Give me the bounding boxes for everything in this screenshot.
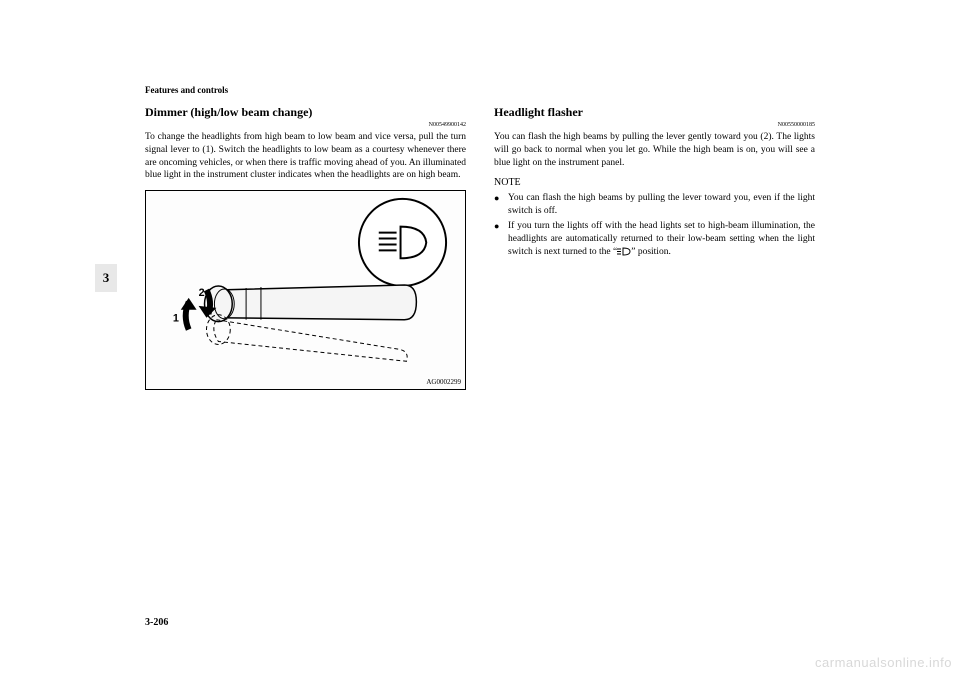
beam-indicator-circle bbox=[359, 199, 446, 286]
note-label: NOTE bbox=[494, 177, 815, 188]
lever-illustration: 1 2 bbox=[146, 191, 465, 389]
bullet-text-2: If you turn the lights off with the head… bbox=[508, 221, 815, 257]
flasher-ref-code: N00550000185 bbox=[494, 122, 815, 128]
section-header: Features and controls bbox=[145, 85, 815, 95]
bullet-item: If you turn the lights off with the head… bbox=[494, 220, 815, 258]
lever-solid bbox=[205, 285, 417, 322]
flasher-body-text: You can flash the high beams by pulling … bbox=[494, 131, 815, 169]
note-bullet-list: You can flash the high beams by pulling … bbox=[494, 192, 815, 258]
lever-dashed bbox=[207, 315, 408, 362]
right-column: Headlight flasher N00550000185 You can f… bbox=[494, 105, 815, 390]
left-column: Dimmer (high/low beam change) N005499001… bbox=[145, 105, 466, 390]
dimmer-ref-code: N00549900142 bbox=[145, 122, 466, 128]
bullet-item: You can flash the high beams by pulling … bbox=[494, 192, 815, 218]
bullet-text: You can flash the high beams by pulling … bbox=[508, 193, 815, 216]
content-columns: Dimmer (high/low beam change) N005499001… bbox=[145, 105, 815, 390]
arrow-1 bbox=[181, 298, 197, 330]
dimmer-body-text: To change the headlights from high beam … bbox=[145, 131, 466, 182]
tab-number: 3 bbox=[103, 270, 110, 286]
figure-reference: AG0002299 bbox=[426, 378, 461, 386]
chapter-tab: 3 bbox=[95, 264, 117, 292]
lever-figure: 1 2 AG0002299 bbox=[145, 190, 466, 390]
label-1: 1 bbox=[173, 313, 179, 325]
page-number: 3-206 bbox=[145, 617, 168, 628]
label-2: 2 bbox=[199, 287, 205, 299]
headlight-position-icon bbox=[617, 247, 631, 256]
flasher-title: Headlight flasher bbox=[494, 105, 815, 120]
watermark-text: carmanualsonline.info bbox=[815, 655, 952, 670]
manual-page: Features and controls Dimmer (high/low b… bbox=[0, 0, 960, 678]
dimmer-title: Dimmer (high/low beam change) bbox=[145, 105, 466, 120]
